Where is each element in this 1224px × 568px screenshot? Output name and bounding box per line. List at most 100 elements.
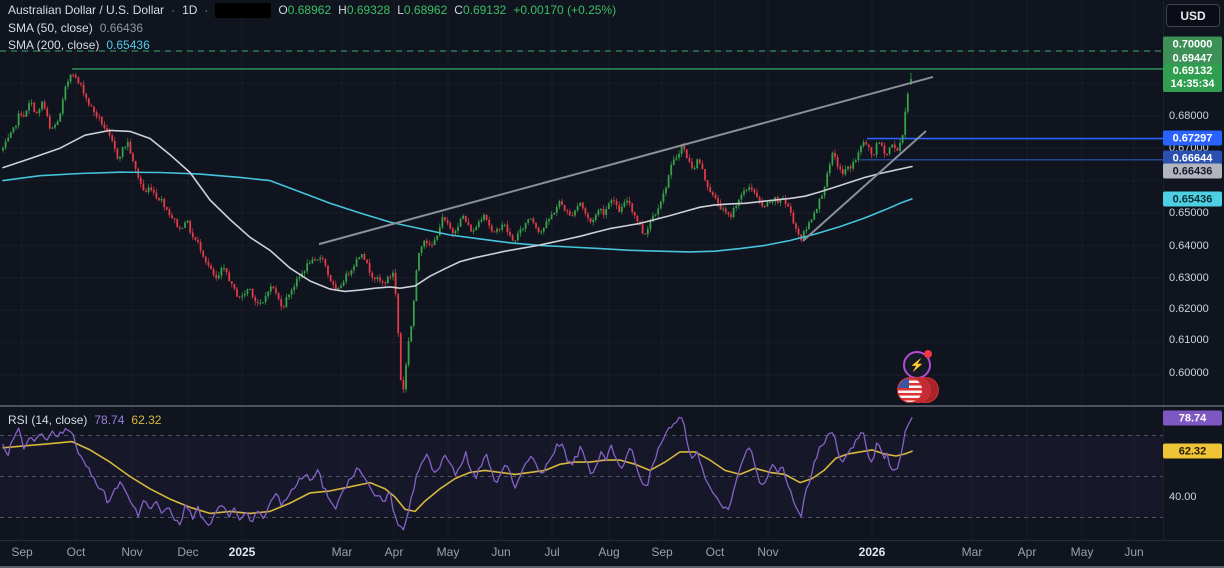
- candle-body: [472, 230, 475, 232]
- time-axis-label[interactable]: Jun: [1124, 545, 1144, 559]
- candle-body: [4, 141, 7, 148]
- time-axis-label[interactable]: Oct: [705, 545, 725, 559]
- candle-body: [155, 192, 158, 199]
- candle-body: [628, 200, 631, 204]
- candle-body: [251, 288, 254, 298]
- candle-body: [875, 143, 878, 155]
- candle-body: [665, 187, 667, 194]
- main-price-chart[interactable]: [0, 0, 1164, 406]
- time-axis-label[interactable]: Oct: [66, 545, 86, 559]
- time-axis-label[interactable]: Aug: [598, 545, 620, 559]
- candle-body: [810, 219, 813, 223]
- candle-body: [493, 231, 496, 233]
- currency-toggle-button[interactable]: USD: [1166, 4, 1220, 27]
- candle-body: [308, 263, 311, 265]
- candle-body: [342, 281, 345, 286]
- change-percent: +0.00170 (+0.25%): [513, 3, 617, 17]
- time-axis-label[interactable]: Mar: [331, 545, 353, 559]
- candle-body: [594, 214, 597, 220]
- candle-body: [137, 168, 140, 178]
- candle-body: [93, 106, 95, 113]
- candle-body: [576, 206, 579, 211]
- legend-row-sma200[interactable]: SMA (200, close) 0.65436: [8, 37, 150, 53]
- candle-body: [496, 229, 498, 232]
- time-axis-label[interactable]: Jun: [491, 545, 511, 559]
- candle-body: [704, 169, 706, 180]
- axis-price-label: 0.68000: [1169, 110, 1209, 122]
- candle-body: [789, 206, 792, 213]
- candle-body: [649, 221, 652, 229]
- candle-body: [111, 135, 114, 141]
- time-axis-label[interactable]: Jul: [544, 545, 560, 559]
- pane-separator[interactable]: [0, 405, 1224, 407]
- candle-body: [22, 115, 25, 117]
- candle-body: [207, 261, 210, 266]
- sma50-line: [2, 129, 913, 293]
- candle-body: [384, 282, 387, 284]
- candle-body: [722, 208, 725, 210]
- candle-body: [264, 296, 267, 303]
- time-axis-label[interactable]: Nov: [757, 545, 779, 559]
- candle-body: [501, 224, 504, 230]
- candle-body: [74, 74, 77, 78]
- us-economic-events-icon[interactable]: [897, 377, 939, 403]
- time-axis-label[interactable]: Nov: [121, 545, 143, 559]
- candle-body: [784, 198, 787, 204]
- axis-price-label: 0.64000: [1169, 240, 1209, 252]
- time-axis-label[interactable]: Apr: [1017, 545, 1037, 559]
- candle-body: [587, 213, 589, 219]
- candle-body: [12, 127, 15, 133]
- price-scale[interactable]: 0.68000 0.67000 0.65000 0.64000 0.63000 0.620…: [1163, 0, 1224, 540]
- timeframe-label[interactable]: 1D: [182, 3, 198, 17]
- candle-body: [688, 157, 691, 162]
- axis-price-label: 0.61000: [1169, 334, 1209, 346]
- candle-body: [753, 189, 756, 193]
- candle-body: [880, 142, 883, 146]
- candle-body: [332, 281, 335, 285]
- candle-body: [43, 101, 46, 109]
- candle-body: [847, 166, 849, 170]
- candle-body: [353, 266, 355, 270]
- candle-body: [620, 206, 623, 212]
- time-axis-label[interactable]: Dec: [177, 545, 199, 559]
- time-axis-label[interactable]: 2025: [228, 545, 256, 559]
- candle-body: [696, 159, 699, 168]
- candle-body: [249, 288, 251, 290]
- candle-body: [636, 215, 639, 222]
- time-axis-label[interactable]: Mar: [961, 545, 983, 559]
- symbol-title[interactable]: Australian Dollar / U.S. Dollar: [8, 3, 165, 17]
- candle-body: [197, 239, 199, 242]
- candle-body: [602, 208, 605, 215]
- time-axis-label[interactable]: 2026: [858, 545, 886, 559]
- time-axis-label[interactable]: Apr: [384, 545, 404, 559]
- candle-body: [298, 276, 301, 279]
- time-axis-label[interactable]: Sep: [651, 545, 673, 559]
- time-axis-label[interactable]: Sep: [11, 545, 33, 559]
- candle-body: [85, 93, 88, 99]
- candle-body: [412, 301, 415, 326]
- candle-body: [566, 210, 569, 212]
- candle-body: [324, 259, 327, 266]
- candle-body: [685, 149, 688, 158]
- candle-body: [171, 215, 173, 219]
- ideas-lightning-icon[interactable]: ⚡: [903, 350, 932, 379]
- ohlc-close: C0.69132: [454, 3, 507, 17]
- time-axis[interactable]: Sep Oct Nov Dec 2025 Mar Apr May Jun Jul Aug Sep Oct…: [0, 541, 1224, 566]
- candle-body: [223, 268, 225, 269]
- time-axis-label[interactable]: May: [1070, 545, 1094, 559]
- time-axis-label[interactable]: May: [436, 545, 460, 559]
- candle-body: [410, 325, 413, 342]
- candle-body: [834, 152, 836, 157]
- candle-body: [139, 177, 142, 184]
- candle-body: [524, 222, 527, 229]
- rsi-panel-chart[interactable]: [0, 407, 1164, 540]
- legend-row-sma50[interactable]: SMA (50, close) 0.66436: [8, 20, 143, 36]
- candle-body: [238, 296, 241, 298]
- candle-body: [176, 219, 179, 228]
- legend-row-rsi[interactable]: RSI (14, close) 78.74 62.32: [8, 412, 161, 428]
- candle-body: [98, 116, 101, 118]
- candle-body: [610, 200, 613, 204]
- rsi-ma-value: 62.32: [131, 413, 162, 427]
- candle-body: [87, 98, 90, 106]
